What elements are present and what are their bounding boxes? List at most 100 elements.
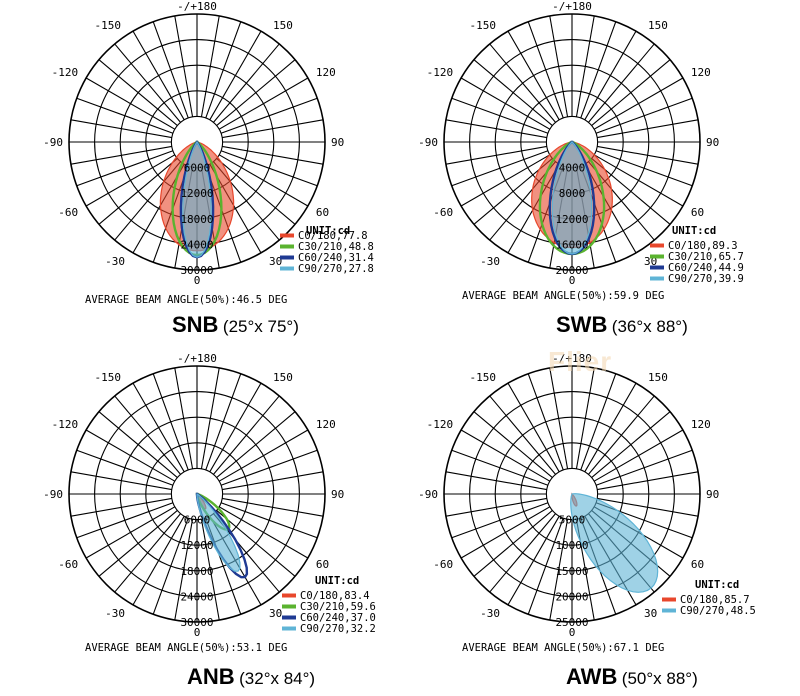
legend-swatch xyxy=(282,593,296,598)
grid-spoke xyxy=(460,154,551,207)
legend-swatch xyxy=(650,243,664,248)
radial-tick-label: 24000 xyxy=(180,238,213,251)
grid-spoke xyxy=(597,145,699,165)
grid-spoke xyxy=(473,59,553,126)
grid-spoke xyxy=(588,395,655,475)
legend-label: C60/240,31.4 xyxy=(298,252,374,264)
grid-spoke xyxy=(593,429,684,482)
angle-label-lr1: 60 xyxy=(691,206,704,219)
angle-label-lr2: 30 xyxy=(269,255,282,268)
legend-label: C90/270,39.9 xyxy=(668,273,744,285)
grid-spoke xyxy=(98,411,178,478)
angle-label-r: 90 xyxy=(706,136,719,149)
grid-spoke xyxy=(70,497,172,517)
angle-label-mr1: 120 xyxy=(316,418,336,431)
radial-tick-label: 5000 xyxy=(559,514,586,527)
grid-spoke xyxy=(591,411,671,478)
legend-swatch xyxy=(280,233,294,238)
radial-tick-label: 30000 xyxy=(180,616,213,629)
grid-spoke xyxy=(200,15,220,117)
angle-label-ll1: -60 xyxy=(433,558,453,571)
radial-tick-label: 15000 xyxy=(555,565,588,578)
unit-label: UNIT:cd xyxy=(672,225,716,237)
angle-label-ul: -150 xyxy=(95,371,122,384)
angle-label-ul: -150 xyxy=(95,19,122,32)
grid-spoke xyxy=(445,497,547,517)
grid-spoke xyxy=(593,154,684,207)
angle-label-ml1: -120 xyxy=(427,418,454,431)
lobe-c90 xyxy=(182,141,212,258)
caption-anb: ANB (32°x 84°) xyxy=(187,664,315,690)
grid-spoke xyxy=(584,30,637,121)
grid-spoke xyxy=(76,97,174,134)
grid-spoke xyxy=(218,506,309,559)
angle-label-ul: -150 xyxy=(470,371,497,384)
polar-chart-swb: 4000 8000 12000 16000 20000 -/+180 -150 150 -120… xyxy=(418,0,744,302)
grid-spoke xyxy=(473,510,553,577)
grid-spoke xyxy=(70,119,172,139)
grid-spoke xyxy=(549,367,569,469)
grid-spoke xyxy=(597,497,699,517)
angle-label-ll1: -60 xyxy=(58,206,78,219)
grid-spoke xyxy=(209,382,262,473)
angle-label-r: 90 xyxy=(706,488,719,501)
radial-tick-label: 6000 xyxy=(184,514,211,527)
legend-label: C0/180,83.4 xyxy=(300,590,370,602)
radial-tick-label: 8000 xyxy=(559,187,586,200)
grid-spoke xyxy=(595,97,693,134)
grid-spoke xyxy=(588,43,655,123)
lobe-c90 xyxy=(196,493,241,572)
angle-label-l: -90 xyxy=(43,136,63,149)
angle-label-l: -90 xyxy=(418,136,438,149)
legend-swatch xyxy=(662,608,676,613)
grid-spoke xyxy=(216,158,296,225)
grid-spoke xyxy=(76,502,174,539)
angle-label-ml1: -120 xyxy=(427,66,454,79)
watermark-text: Flier xyxy=(548,346,613,377)
legend-swatch xyxy=(282,604,296,609)
angle-label-ur: 150 xyxy=(648,371,668,384)
grid-spoke xyxy=(460,77,551,130)
angle-label-bottom: 0 xyxy=(194,274,201,287)
radial-tick-label: 16000 xyxy=(555,238,588,251)
lobe-c90 xyxy=(551,141,593,255)
legend-label: C30/210,59.6 xyxy=(300,601,376,613)
grid-spoke xyxy=(580,21,617,119)
legend-swatch xyxy=(650,254,664,259)
grid-spoke xyxy=(174,367,194,469)
legend-swatch xyxy=(280,244,294,249)
unit-label: UNIT:cd xyxy=(695,579,739,591)
grid-spoke xyxy=(209,30,262,121)
polar-chart-anb: 6000 12000 18000 24000 30000 -/+180 -150 150 -12… xyxy=(43,352,376,654)
grid-spoke xyxy=(205,373,242,471)
angle-label-top: -/+180 xyxy=(552,0,592,13)
grid-spoke xyxy=(451,502,549,539)
legend-swatch xyxy=(282,615,296,620)
grid-spoke xyxy=(85,154,176,207)
legend-label: C90/270,27.8 xyxy=(298,263,374,275)
grid-spoke xyxy=(152,517,189,615)
legend-label: C0/180,89.3 xyxy=(668,240,738,252)
grid-spoke xyxy=(222,119,324,139)
angle-label-r: 90 xyxy=(331,136,344,149)
angle-label-ul: -150 xyxy=(470,19,497,32)
grid-spoke xyxy=(507,30,560,121)
grid-spoke xyxy=(595,449,693,486)
angle-label-ur: 150 xyxy=(273,19,293,32)
beam-angle-label: AVERAGE BEAM ANGLE(50%):53.1 DEG xyxy=(85,642,287,654)
caption-snb-name: SNB xyxy=(172,312,219,337)
grid-spoke xyxy=(451,449,549,486)
grid-spoke xyxy=(575,15,595,117)
grid-spoke xyxy=(507,382,560,473)
angle-label-top: -/+180 xyxy=(177,0,217,13)
angle-label-ll2: -30 xyxy=(480,255,500,268)
grid-spoke xyxy=(222,471,324,491)
angle-label-ur: 150 xyxy=(648,19,668,32)
legend-label: C90/270,48.5 xyxy=(680,605,756,617)
grid-spoke xyxy=(218,429,309,482)
legend-label: C60/240,37.0 xyxy=(300,612,376,624)
caption-anb-name: ANB xyxy=(187,664,235,689)
angle-label-bottom: 0 xyxy=(569,274,576,287)
legend-label: C0/180,77.8 xyxy=(298,230,368,242)
grid-spoke xyxy=(597,471,699,491)
